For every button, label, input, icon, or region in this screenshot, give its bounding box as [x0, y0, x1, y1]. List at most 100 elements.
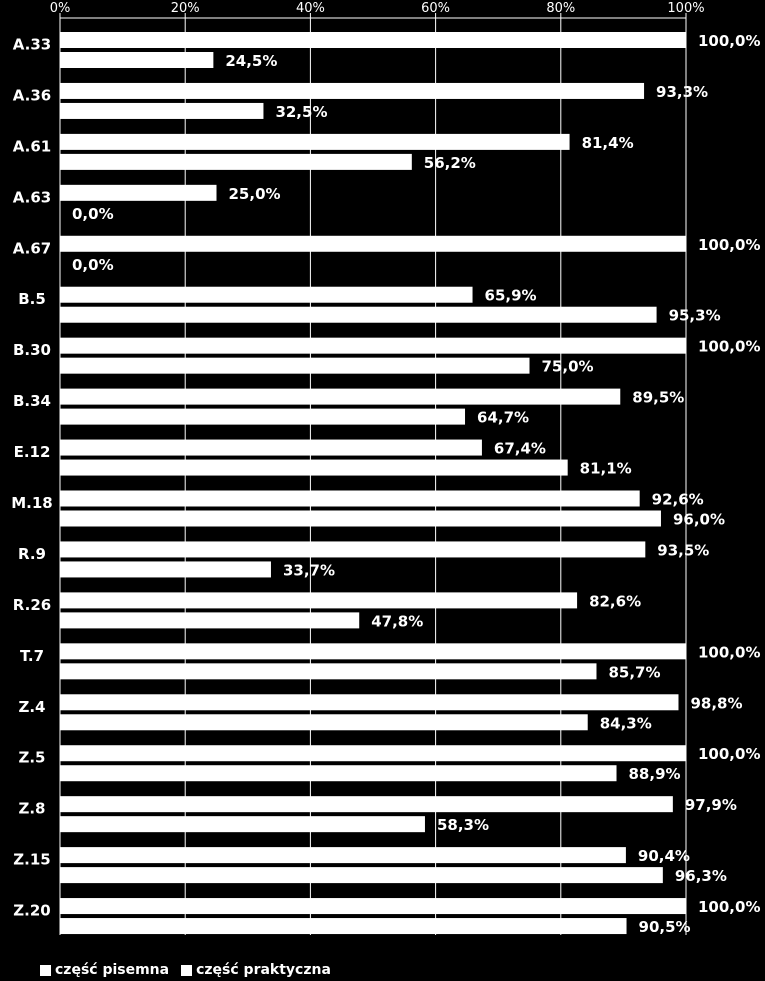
- bar-praktyczna: [60, 408, 466, 425]
- category-label: E.12: [14, 443, 51, 461]
- bar-chart: 0% 20% 40% 60% 80% 100% A.33 100,0% 24,5% A.36 93,…: [11, 1, 760, 936]
- category-label: Z.5: [18, 749, 45, 767]
- data-label-pisemna: 93,5%: [657, 541, 709, 559]
- data-label-pisemna: 100,0%: [698, 745, 760, 763]
- data-label-praktyczna: 90,5%: [639, 918, 691, 936]
- data-label-praktyczna: 85,7%: [608, 663, 660, 681]
- data-label-praktyczna: 96,3%: [675, 867, 727, 885]
- data-label-pisemna: 65,9%: [485, 287, 537, 305]
- data-label-pisemna: 100,0%: [698, 643, 760, 661]
- bar-praktyczna: [60, 102, 264, 119]
- bar-pisemna: [60, 32, 686, 48]
- bar-pisemna: [60, 490, 640, 507]
- bar-pisemna: [60, 745, 686, 762]
- data-label-pisemna: 90,4%: [638, 847, 690, 865]
- category-label: R.26: [13, 596, 51, 614]
- bar-praktyczna: [60, 714, 588, 731]
- legend: część pisemna część praktyczna: [40, 962, 343, 978]
- category-label: A.67: [13, 239, 51, 257]
- bar-praktyczna: [60, 612, 360, 629]
- bar-pisemna: [60, 898, 686, 915]
- data-label-pisemna: 100,0%: [698, 898, 760, 916]
- legend-item-praktyczna: część praktyczna: [181, 962, 331, 978]
- data-label-praktyczna: 24,5%: [225, 52, 277, 70]
- x-tick-label: 80%: [546, 1, 575, 16]
- category-label: A.36: [13, 86, 51, 104]
- category-label: T.7: [20, 647, 44, 665]
- category-label: A.61: [13, 137, 51, 155]
- data-label-praktyczna: 47,8%: [371, 612, 423, 630]
- data-label-pisemna: 100,0%: [698, 236, 760, 254]
- bar-praktyczna: [60, 357, 530, 374]
- category-label: A.63: [13, 188, 51, 206]
- data-label-praktyczna: 56,2%: [424, 154, 476, 172]
- data-label-praktyczna: 33,7%: [283, 561, 335, 579]
- bar-pisemna: [60, 796, 673, 813]
- category-label: B.30: [13, 341, 51, 359]
- bar-praktyczna: [60, 52, 214, 68]
- data-label-praktyczna: 32,5%: [275, 103, 327, 121]
- data-label-pisemna: 98,8%: [690, 694, 742, 712]
- bar-pisemna: [60, 337, 686, 354]
- category-label: Z.8: [18, 800, 45, 818]
- bar-pisemna: [60, 286, 473, 303]
- legend-label-pisemna: część pisemna: [55, 962, 170, 978]
- data-label-pisemna: 100,0%: [698, 32, 760, 50]
- x-tick-label: 40%: [296, 1, 325, 16]
- bar-pisemna: [60, 847, 626, 864]
- data-label-pisemna: 89,5%: [632, 389, 684, 407]
- data-label-pisemna: 81,4%: [582, 134, 634, 152]
- bar-praktyczna: [60, 765, 617, 782]
- data-label-praktyczna: 88,9%: [629, 765, 681, 783]
- legend-swatch-praktyczna: [181, 964, 193, 976]
- bar-praktyczna: [60, 867, 663, 884]
- data-label-pisemna: 93,3%: [656, 83, 708, 101]
- data-label-praktyczna: 58,3%: [437, 816, 489, 834]
- bar-pisemna: [60, 694, 679, 711]
- data-label-pisemna: 67,4%: [494, 440, 546, 458]
- bar-praktyczna: [60, 459, 568, 476]
- bar-pisemna: [60, 541, 646, 558]
- data-label-praktyczna: 96,0%: [673, 511, 725, 529]
- category-label: Z.4: [18, 698, 45, 716]
- x-tick-label: 0%: [50, 1, 71, 16]
- bar-praktyczna: [60, 510, 661, 527]
- data-label-praktyczna: 84,3%: [600, 714, 652, 732]
- bar-praktyczna: [60, 816, 425, 833]
- legend-swatch-pisemna: [40, 964, 51, 976]
- data-label-pisemna: 97,9%: [685, 796, 737, 814]
- bar-pisemna: [60, 592, 578, 609]
- legend-item-pisemna: część pisemna: [40, 962, 169, 978]
- category-label: Z.15: [13, 851, 50, 869]
- bar-praktyczna: [60, 306, 657, 323]
- data-label-praktyczna: 64,7%: [477, 409, 529, 427]
- category-label: B.5: [18, 290, 46, 308]
- bar-praktyczna: [60, 918, 627, 935]
- legend-label-praktyczna: część praktyczna: [196, 962, 331, 978]
- bar-pisemna: [60, 235, 686, 252]
- data-label-pisemna: 100,0%: [698, 338, 760, 356]
- data-label-praktyczna: 0,0%: [72, 256, 114, 274]
- data-label-praktyczna: 81,1%: [580, 460, 632, 478]
- data-label-praktyczna: 75,0%: [542, 358, 594, 376]
- bar-praktyczna: [60, 153, 412, 170]
- data-label-pisemna: 82,6%: [589, 592, 641, 610]
- x-tick-label: 20%: [171, 1, 200, 16]
- category-label: B.34: [13, 392, 51, 410]
- bar-pisemna: [60, 133, 570, 150]
- x-tick-label: 100%: [667, 1, 704, 16]
- data-label-pisemna: 92,6%: [652, 491, 704, 509]
- data-label-pisemna: 25,0%: [229, 185, 281, 203]
- category-label: A.33: [13, 35, 51, 53]
- bar-praktyczna: [60, 663, 597, 680]
- category-label: R.9: [18, 545, 46, 563]
- bar-pisemna: [60, 643, 686, 660]
- bar-pisemna: [60, 82, 645, 99]
- bar-praktyczna: [60, 561, 271, 578]
- data-label-praktyczna: 95,3%: [669, 307, 721, 325]
- bar-pisemna: [60, 388, 621, 405]
- category-label: Z.20: [13, 902, 50, 920]
- category-label: M.18: [11, 494, 53, 512]
- bar-pisemna: [60, 184, 217, 201]
- bar-pisemna: [60, 439, 482, 456]
